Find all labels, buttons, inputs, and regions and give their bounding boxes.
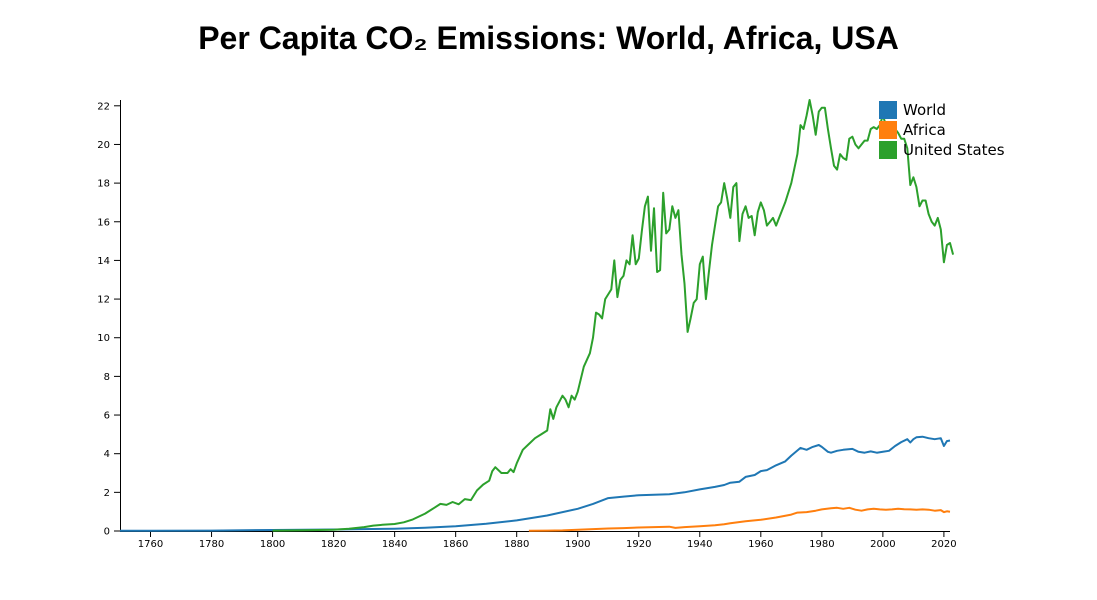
x-tick-label: 1900 bbox=[565, 539, 590, 550]
legend-swatch-0 bbox=[879, 101, 897, 119]
x-tick-label: 1780 bbox=[199, 539, 224, 550]
y-tick-label: 10 bbox=[97, 333, 110, 344]
series-line-2 bbox=[272, 99, 955, 532]
legend-swatch-1 bbox=[879, 121, 897, 139]
y-tick-label: 4 bbox=[104, 449, 110, 460]
x-tick-label: 1980 bbox=[809, 539, 834, 550]
series-line-0 bbox=[120, 435, 951, 532]
series-lines bbox=[120, 99, 955, 532]
x-tick-label: 1820 bbox=[321, 539, 346, 550]
x-tick-label: 1940 bbox=[687, 539, 712, 550]
legend: World Africa United States bbox=[879, 101, 1005, 159]
y-tick-label: 18 bbox=[97, 179, 110, 190]
x-tick-label: 2020 bbox=[931, 539, 956, 550]
y-tick-label: 0 bbox=[104, 527, 110, 538]
legend-swatch-2 bbox=[879, 141, 897, 159]
x-tick-label: 1920 bbox=[626, 539, 651, 550]
x-tick-label: 1840 bbox=[382, 539, 407, 550]
x-tick-label: 2000 bbox=[870, 539, 895, 550]
y-tick-label: 6 bbox=[104, 411, 110, 422]
x-tick-label: 1880 bbox=[504, 539, 529, 550]
legend-label-0: World bbox=[903, 101, 946, 119]
y-tick-label: 22 bbox=[97, 101, 110, 112]
y-tick-label: 12 bbox=[97, 295, 110, 306]
axes: 1760 1780 1800 1820 1840 1860 1880 1900 1920 1940… bbox=[97, 100, 957, 550]
legend-label-2: United States bbox=[903, 141, 1005, 159]
chart-title: Per Capita CO₂ Emissions: World, Africa,… bbox=[198, 20, 899, 56]
series-line-1 bbox=[528, 506, 951, 532]
x-tick-label: 1960 bbox=[748, 539, 773, 550]
y-tick-label: 2 bbox=[104, 488, 110, 499]
x-tick-label: 1800 bbox=[260, 539, 285, 550]
y-tick-label: 8 bbox=[104, 372, 110, 383]
x-tick-label: 1860 bbox=[443, 539, 468, 550]
x-tick-label: 1760 bbox=[138, 539, 163, 550]
legend-label-1: Africa bbox=[903, 121, 946, 139]
y-tick-label: 16 bbox=[97, 217, 110, 228]
y-tick-label: 14 bbox=[97, 256, 110, 267]
y-tick-label: 20 bbox=[97, 140, 110, 151]
